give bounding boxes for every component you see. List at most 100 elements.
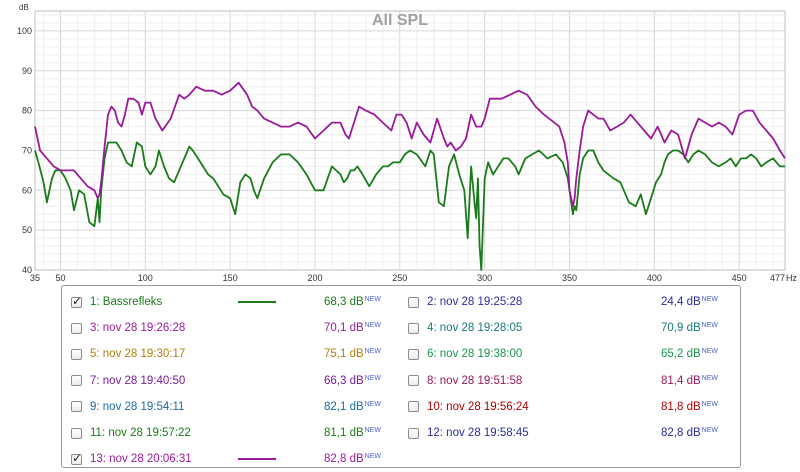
new-badge: NEW xyxy=(701,322,718,330)
y-tick-label: 70 xyxy=(22,145,32,155)
legend-checkbox[interactable] xyxy=(408,322,419,334)
new-badge: NEW xyxy=(701,348,718,356)
legend-value-text: 24,4 dB xyxy=(661,296,701,308)
legend-line-swatch xyxy=(238,301,276,303)
x-tick-label: 300 xyxy=(477,273,492,283)
legend-value: 66,3 dBNEW xyxy=(71,375,381,387)
legend-value: 68,3 dBNEW xyxy=(71,296,381,308)
legend-checkbox[interactable] xyxy=(71,348,82,360)
new-badge: NEW xyxy=(364,348,381,356)
legend-label: 9: nov 28 19:54:11 xyxy=(90,400,185,413)
x-tick-label: 477 xyxy=(770,273,785,283)
new-badge: NEW xyxy=(364,296,381,303)
legend-value-text: 66,3 dB xyxy=(324,374,364,387)
new-badge: NEW xyxy=(364,427,381,434)
chart-title: All SPL xyxy=(372,12,428,29)
grid-lines xyxy=(35,11,785,270)
legend-label: 4: nov 28 19:28:05 xyxy=(427,322,523,335)
legend-value-text: 82,8 dB xyxy=(661,427,701,439)
legend-value-text: 81,8 dB xyxy=(661,400,701,413)
legend-checkbox[interactable] xyxy=(71,375,82,387)
legend-value-text: 75,1 dB xyxy=(324,348,364,361)
legend-label: 10: nov 28 19:56:24 xyxy=(427,400,529,413)
legend-checkbox[interactable] xyxy=(71,427,82,439)
x-tick-label: 100 xyxy=(138,273,153,283)
legend-label: 1: Bassrefleks xyxy=(90,296,163,308)
y-tick-label: 100 xyxy=(17,26,32,36)
legend-value: 24,4 dBNEW xyxy=(408,296,718,308)
legend-item[interactable]: 8: nov 28 19:51:58 81,4 dBNEW xyxy=(408,371,728,391)
legend-value-text: 81,1 dB xyxy=(324,427,364,439)
legend-item[interactable]: 5: nov 28 19:30:17 75,1 dBNEW xyxy=(71,344,391,364)
x-tick-label: 450 xyxy=(732,273,747,283)
legend-checkbox[interactable]: ✓ xyxy=(71,293,83,308)
x-tick-label: 35 xyxy=(30,273,40,283)
legend-value: 70,1 dBNEW xyxy=(71,322,381,334)
legend-item[interactable]: ✓ 13: nov 28 20:06:31 82,8 dBNEW xyxy=(71,449,391,469)
legend-value-text: 70,1 dB xyxy=(324,322,364,335)
legend-checkbox[interactable] xyxy=(71,322,82,334)
x-tick-label: 400 xyxy=(647,273,662,283)
legend-checkbox[interactable] xyxy=(71,401,82,413)
x-tick-labels: 35 50 100 150 200 250 300 350 400 450 477 xyxy=(30,273,785,283)
legend-item[interactable]: 6: nov 28 19:38:00 65,2 dBNEW xyxy=(408,344,728,364)
legend-label: 2: nov 28 19:25:28 xyxy=(427,296,523,308)
legend-checkbox[interactable] xyxy=(408,427,419,439)
y-tick-label: 80 xyxy=(22,106,32,116)
legend-value: 82,8 dBNEW xyxy=(71,453,381,465)
legend-value: 81,1 dBNEW xyxy=(71,427,381,439)
new-badge: NEW xyxy=(364,400,381,408)
new-badge: NEW xyxy=(701,296,718,303)
legend-checkbox[interactable]: ✓ xyxy=(71,450,83,465)
new-badge: NEW xyxy=(364,374,381,382)
legend-label: 11: nov 28 19:57:22 xyxy=(90,427,191,439)
legend-item[interactable]: 4: nov 28 19:28:05 70,9 dBNEW xyxy=(408,318,728,338)
legend-value: 65,2 dBNEW xyxy=(408,348,718,360)
x-tick-label: 350 xyxy=(562,273,577,283)
new-badge: NEW xyxy=(364,453,381,461)
y-tick-labels: 40 50 60 70 80 90 100 xyxy=(17,26,32,275)
x-tick-label: 250 xyxy=(392,273,407,283)
legend-line-swatch xyxy=(238,458,276,461)
legend-item[interactable]: 7: nov 28 19:40:50 66,3 dBNEW xyxy=(71,371,391,391)
legend-item[interactable]: 11: nov 28 19:57:22 81,1 dBNEW xyxy=(71,423,391,443)
legend-value-text: 81,4 dB xyxy=(661,374,701,387)
legend-label: 12: nov 28 19:58:45 xyxy=(427,427,529,439)
legend-label: 7: nov 28 19:40:50 xyxy=(90,374,186,387)
legend-label: 13: nov 28 20:06:31 xyxy=(90,453,192,466)
new-badge: NEW xyxy=(364,322,381,330)
y-tick-label: 50 xyxy=(22,225,32,235)
y-axis-unit: dB xyxy=(19,3,29,12)
legend-label: 6: nov 28 19:38:00 xyxy=(427,348,523,361)
x-tick-label: 150 xyxy=(223,273,238,283)
x-tick-label: 50 xyxy=(55,273,65,283)
legend-checkbox[interactable] xyxy=(408,296,419,308)
legend-value: 75,1 dBNEW xyxy=(71,348,381,360)
legend-value: 82,1 dBNEW xyxy=(71,401,381,413)
legend-value-text: 70,9 dB xyxy=(661,322,701,335)
legend-item[interactable]: 12: nov 28 19:58:45 82,8 dBNEW xyxy=(408,423,728,443)
legend-item[interactable]: ✓ 1: Bassrefleks 68,3 dBNEW xyxy=(71,292,391,312)
legend-label: 8: nov 28 19:51:58 xyxy=(427,374,523,387)
legend-label: 3: nov 28 19:26:28 xyxy=(90,322,186,335)
legend-value: 81,8 dBNEW xyxy=(408,401,718,413)
checkmark-icon: ✓ xyxy=(72,293,83,308)
series-line-1 xyxy=(34,141,785,271)
x-axis-unit: Hz xyxy=(786,273,797,283)
legend-item[interactable]: 9: nov 28 19:54:11 82,1 dBNEW xyxy=(71,397,391,417)
legend-value-text: 82,1 dB xyxy=(324,400,364,413)
legend-item[interactable]: 10: nov 28 19:56:24 81,8 dBNEW xyxy=(408,397,728,417)
checkmark-icon: ✓ xyxy=(72,450,83,465)
spl-chart: 40 50 60 70 80 90 100 35 50 100 150 200 250 300 350 40… xyxy=(17,3,798,283)
plot-area xyxy=(34,10,786,271)
new-badge: NEW xyxy=(701,374,718,382)
x-tick-label: 200 xyxy=(307,273,322,283)
legend-item[interactable]: 3: nov 28 19:26:28 70,1 dBNEW xyxy=(71,318,391,338)
series-line-13 xyxy=(34,81,786,208)
legend-checkbox[interactable] xyxy=(408,401,419,413)
legend-checkbox[interactable] xyxy=(408,375,419,387)
y-tick-label: 40 xyxy=(22,265,32,275)
legend-checkbox[interactable] xyxy=(408,348,419,360)
legend-value: 82,8 dBNEW xyxy=(408,427,718,439)
legend-item[interactable]: 2: nov 28 19:25:28 24,4 dBNEW xyxy=(408,292,728,312)
